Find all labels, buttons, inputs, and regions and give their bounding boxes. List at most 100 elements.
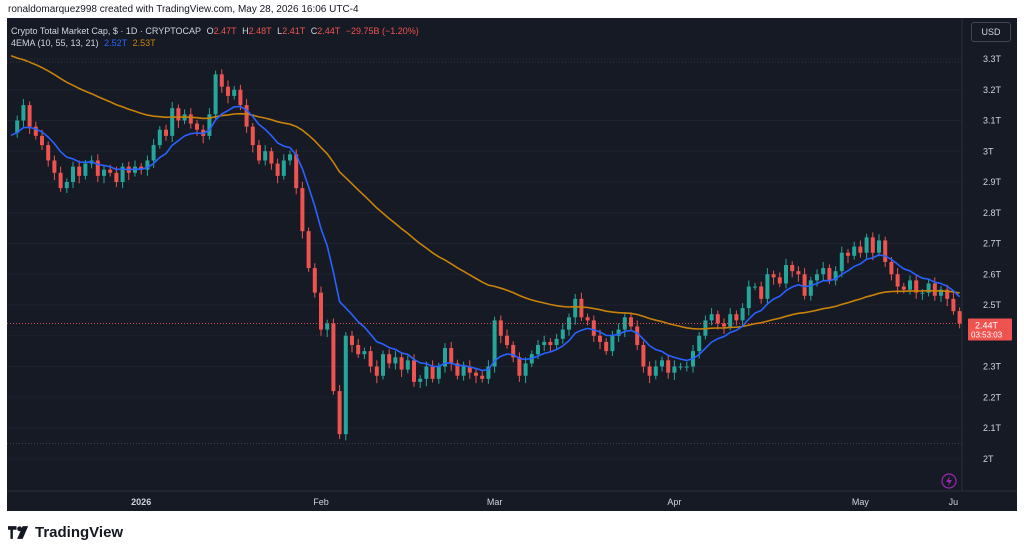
- candle-body: [920, 292, 925, 294]
- candle-body: [790, 265, 795, 272]
- candle-body: [275, 163, 280, 176]
- candle-body: [740, 308, 745, 321]
- candle-body: [381, 354, 385, 376]
- candle-body: [498, 320, 503, 336]
- candle-body: [523, 363, 528, 376]
- candle-body: [951, 298, 956, 312]
- tradingview-logo[interactable]: TradingView: [8, 524, 123, 541]
- candle-body: [269, 151, 274, 164]
- candle-body: [684, 366, 689, 368]
- candle-body: [263, 151, 268, 161]
- candle-body: [474, 372, 478, 376]
- candle-body: [312, 268, 317, 293]
- currency-button[interactable]: USD: [971, 22, 1011, 42]
- candle-body: [585, 317, 590, 321]
- candle-body: [554, 338, 559, 345]
- candle-body: [250, 126, 255, 146]
- candle-body: [164, 129, 168, 136]
- close-value: 2.44T: [317, 26, 341, 36]
- candle-body: [195, 123, 199, 130]
- candle-body: [374, 366, 379, 376]
- candle-body: [176, 108, 181, 121]
- candle-body: [436, 366, 441, 379]
- candle-body: [102, 169, 106, 176]
- candle-body: [480, 375, 485, 379]
- candle-body: [858, 246, 863, 253]
- candle-body: [536, 344, 540, 355]
- candle-body: [945, 289, 950, 299]
- candle-body: [306, 231, 311, 269]
- candle-body: [833, 271, 838, 281]
- candle-body: [784, 265, 788, 284]
- candle-body: [771, 274, 776, 278]
- candle-body: [244, 105, 249, 127]
- candle-body: [281, 160, 286, 176]
- ema-fast-value: 2.52T: [104, 38, 128, 48]
- candle-body: [511, 344, 516, 358]
- candle-body: [257, 145, 261, 161]
- candle-body: [492, 320, 497, 367]
- candle-body: [188, 114, 193, 124]
- candle-body: [486, 366, 491, 379]
- low-label: L: [277, 26, 283, 36]
- candle-body: [870, 237, 875, 253]
- candle-body: [33, 126, 38, 136]
- candle-body: [226, 86, 230, 96]
- candle-body: [957, 311, 962, 324]
- y-tick-label: 3T: [983, 146, 994, 156]
- candle-body: [573, 298, 578, 318]
- candle-body: [939, 289, 943, 296]
- candle-body: [889, 261, 894, 275]
- candle-body: [430, 366, 435, 379]
- candle-body: [294, 154, 299, 189]
- candle-body: [151, 145, 156, 161]
- candle-body: [15, 120, 20, 133]
- candle-body: [232, 89, 237, 96]
- candle-body: [765, 274, 770, 299]
- candle-body: [926, 283, 931, 293]
- candle-body: [653, 366, 658, 376]
- chart-panel[interactable]: 2T2.1T2.2T2.3T2.4T2.5T2.6T2.7T2.8T2.9T3T…: [7, 18, 1017, 511]
- candle-body: [591, 320, 596, 336]
- price-tag-value: 2.44T: [975, 320, 999, 330]
- indicator-name[interactable]: 4EMA (10, 55, 13, 21): [11, 38, 99, 48]
- lightning-icon[interactable]: [941, 473, 957, 489]
- candle-body: [46, 145, 51, 161]
- candle-body: [709, 314, 714, 321]
- y-tick-label: 3.1T: [983, 116, 1002, 126]
- candle-body: [170, 108, 175, 136]
- ohlc-open: O2.47T: [207, 26, 237, 36]
- indicator-legend: 4EMA (10, 55, 13, 21) 2.52T 2.53T: [11, 38, 159, 48]
- candle-body: [343, 335, 348, 435]
- candle-body: [616, 329, 621, 336]
- y-tick-label: 2T: [983, 454, 994, 464]
- candle-body: [610, 335, 615, 352]
- candle-body: [40, 135, 44, 146]
- open-label: O: [206, 26, 214, 36]
- candle-body: [58, 172, 63, 189]
- candle-body: [746, 286, 751, 309]
- candle-body: [753, 286, 757, 288]
- x-tick-label: Ju: [949, 497, 959, 507]
- candle-body: [734, 314, 739, 321]
- y-tick-label: 3.3T: [983, 54, 1002, 64]
- y-tick-label: 2.3T: [983, 362, 1002, 372]
- x-tick-label: 2026: [131, 497, 151, 507]
- candle-body: [114, 172, 119, 182]
- candle-body: [815, 274, 819, 281]
- candle-body: [629, 317, 633, 327]
- price-chart[interactable]: 2T2.1T2.2T2.3T2.4T2.5T2.6T2.7T2.8T2.9T3T…: [7, 18, 1017, 511]
- candle-body: [777, 277, 782, 284]
- candle-body: [213, 74, 218, 115]
- candle-body: [418, 378, 423, 382]
- y-tick-label: 3.2T: [983, 85, 1002, 95]
- candle-body: [759, 286, 764, 299]
- x-tick-label: Feb: [313, 497, 329, 507]
- ema-line: [10, 54, 960, 330]
- tradingview-logo-icon: [8, 526, 29, 539]
- x-tick-label: May: [852, 497, 870, 507]
- candle-body: [796, 271, 801, 275]
- candle-body: [697, 335, 702, 352]
- candle-body: [622, 317, 627, 330]
- candle-body: [802, 274, 807, 296]
